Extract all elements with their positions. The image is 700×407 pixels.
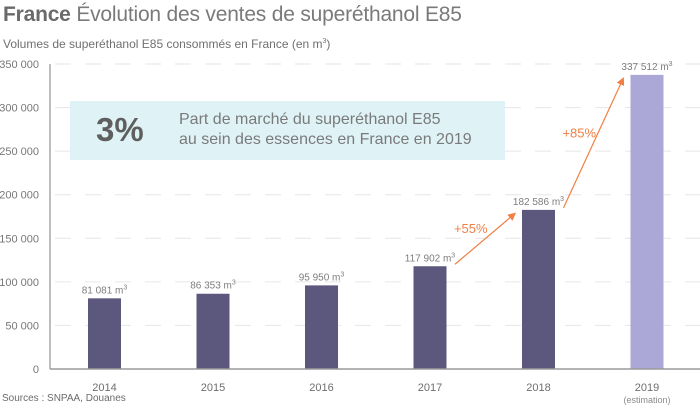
growth-label: +55% (454, 221, 488, 236)
x-tick-label: 2016 (309, 382, 333, 394)
x-tick-label: 2015 (201, 382, 225, 394)
market-share-callout: 3% Part de marché du superéthanol E85 au… (70, 101, 505, 160)
bar-value-number: 117 902 m (405, 253, 452, 264)
y-tick-label: 200 000 (0, 190, 39, 202)
callout-line-2: au sein des essences en France en 2019 (179, 131, 472, 148)
y-tick-label: 50 000 (5, 320, 39, 332)
subtitle-text: Volumes de superéthanol E85 consommés en… (3, 37, 323, 51)
bars (88, 74, 664, 370)
growth-label: +85% (562, 125, 596, 140)
x-axis-labels: 2014 2015 2016 2017 2018 2019(estimation) (92, 382, 670, 405)
bar-value-label: 86 353 m3 (190, 280, 236, 292)
growth-arrow (454, 212, 517, 265)
bar-value-unit: 3 (340, 271, 344, 278)
bar-value-label: 95 950 m3 (299, 271, 345, 283)
bar-2017 (413, 266, 447, 369)
chart-subtitle: Volumes de superéthanol E85 consommés en… (3, 37, 330, 51)
bar-value-unit: 3 (560, 196, 564, 203)
subtitle-suffix: ) (326, 37, 331, 51)
chart-title: France Évolution des ventes de superétha… (3, 3, 462, 27)
source-note: Sources : SNPAA, Douanes (2, 393, 126, 404)
bar-value-label: 81 081 m3 (82, 284, 128, 296)
x-tick-sublabel: (estimation) (623, 395, 670, 405)
bar-value-label: 337 512 m3 (621, 61, 672, 73)
bar-2014 (88, 298, 121, 369)
x-tick-label: 2014 (92, 382, 116, 394)
bar-2015 (196, 293, 230, 369)
market-share-value: 3% (96, 111, 144, 148)
bar-2019 (630, 74, 664, 370)
bar-value-number: 337 512 m (621, 62, 668, 73)
y-axis-ticks: 0 50 000 100 000 150 000 200 000 250 000 300 0… (0, 59, 39, 376)
x-tick-label: 2019 (635, 382, 659, 394)
bar-value-label: 117 902 m3 (405, 252, 456, 264)
bar-value-unit: 3 (451, 252, 455, 259)
bar-value-unit: 3 (669, 61, 673, 68)
bar-value-number: 182 586 m (513, 197, 560, 208)
bar-value-unit: 3 (123, 284, 127, 291)
y-tick-label: 100 000 (0, 277, 39, 289)
growth-arrows: +55% +85% (454, 77, 625, 265)
bar-value-number: 95 950 m (299, 272, 341, 283)
market-share-description: Part de marché du superéthanol E85 au se… (179, 110, 472, 150)
subtitle-sup: 3 (322, 38, 327, 45)
callout-line-1: Part de marché du superéthanol E85 (179, 111, 441, 128)
x-tick-label: 2018 (526, 382, 550, 394)
y-tick-label: 0 (33, 364, 39, 376)
bar-value-unit: 3 (232, 280, 236, 287)
title-country: France (3, 3, 71, 26)
bar-2018 (522, 209, 555, 369)
bar-2016 (305, 285, 338, 369)
bar-value-number: 81 081 m (82, 285, 124, 296)
y-tick-label: 250 000 (0, 146, 39, 158)
growth-arrow (562, 77, 625, 209)
bar-value-label: 182 586 m3 (513, 196, 564, 208)
x-tick-label: 2017 (418, 382, 442, 394)
y-tick-label: 350 000 (0, 59, 39, 71)
bar-value-number: 86 353 m (190, 281, 232, 292)
y-tick-label: 150 000 (0, 233, 39, 245)
title-text: Évolution des ventes de superéthanol E85 (76, 3, 462, 26)
y-tick-label: 300 000 (0, 103, 39, 115)
